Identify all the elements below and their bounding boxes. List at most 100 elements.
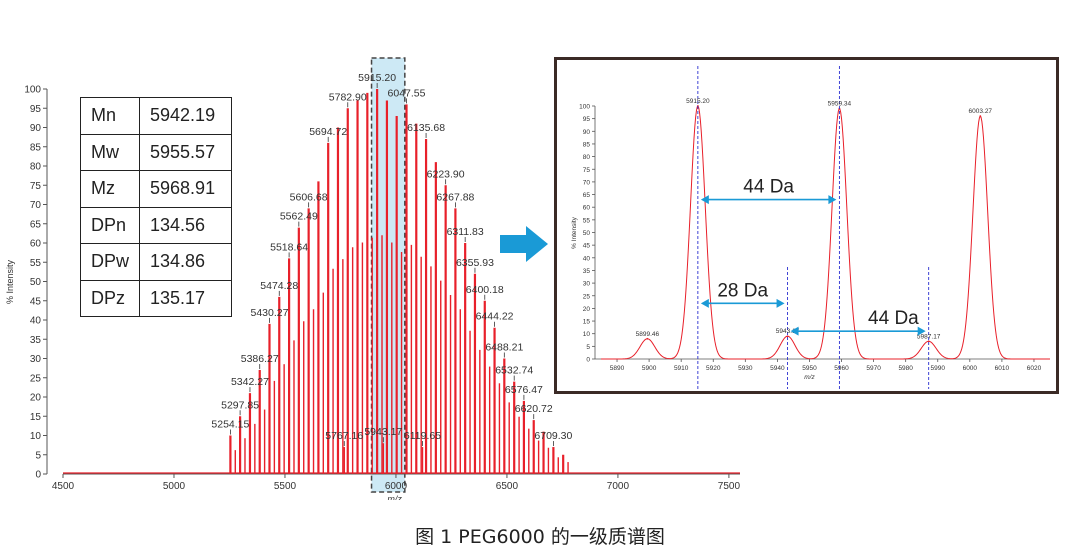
table-row: DPn 134.56 bbox=[79, 206, 233, 244]
y-tick-label: 90 bbox=[583, 129, 591, 136]
peak-label: 5915.20 bbox=[686, 98, 710, 105]
y-tick-label: 15 bbox=[583, 319, 591, 326]
peak-apex bbox=[979, 115, 982, 118]
table-row: DPw 134.86 bbox=[79, 243, 233, 281]
y-tick-label: 40 bbox=[583, 255, 591, 262]
table-row: Mw 5955.57 bbox=[79, 133, 233, 171]
y-tick-label: 80 bbox=[30, 162, 42, 173]
y-tick-label: 35 bbox=[583, 268, 591, 275]
peak-apex bbox=[927, 340, 930, 343]
y-tick-label: 90 bbox=[30, 123, 42, 134]
y-tick-label: 60 bbox=[583, 205, 591, 212]
table-key: DPn bbox=[79, 206, 141, 244]
x-tick-label: 7000 bbox=[607, 481, 630, 492]
y-tick-label: 5 bbox=[35, 450, 41, 461]
table-row: DPz 135.17 bbox=[79, 279, 233, 317]
peak-label: 6620.72 bbox=[515, 403, 553, 415]
y-tick-label: 30 bbox=[30, 354, 42, 365]
peak-label: 5767.16 bbox=[325, 430, 363, 442]
x-axis-label: m/z bbox=[804, 374, 815, 381]
figure-caption: 图 1 PEG6000 的一级质谱图 bbox=[415, 526, 665, 548]
peak-label: 6135.68 bbox=[407, 122, 445, 134]
peak-apex bbox=[646, 337, 649, 340]
table-key: DPz bbox=[79, 279, 141, 317]
x-tick-label: 6000 bbox=[385, 481, 408, 492]
peak-label: 5606.68 bbox=[290, 191, 328, 203]
y-tick-label: 10 bbox=[30, 431, 42, 442]
y-tick-label: 70 bbox=[30, 200, 42, 211]
y-tick-label: 55 bbox=[30, 258, 42, 269]
peak-label: 5562.49 bbox=[280, 211, 318, 223]
peak-label: 6003.27 bbox=[969, 108, 993, 115]
peak-label: 5943.17 bbox=[776, 328, 800, 335]
main-spectrum-chart: 0510152025303540455055606570758085909510… bbox=[5, 57, 741, 500]
spacing-annotation: 44 Da bbox=[868, 308, 919, 329]
table-row: Mz 5968.91 bbox=[79, 170, 233, 208]
y-tick-label: 25 bbox=[583, 293, 591, 300]
x-tick-label: 5990 bbox=[931, 365, 946, 372]
spacing-arrowhead bbox=[790, 326, 799, 336]
x-tick-label: 5910 bbox=[674, 365, 689, 372]
peak-label: 5915.20 bbox=[358, 72, 396, 84]
x-tick-label: 5920 bbox=[706, 365, 721, 372]
spacing-annotation: 44 Da bbox=[743, 177, 794, 198]
peak-label: 5474.28 bbox=[260, 280, 298, 292]
x-tick-label: 5000 bbox=[163, 481, 186, 492]
y-tick-label: 95 bbox=[583, 116, 591, 123]
x-tick-label: 5500 bbox=[274, 481, 297, 492]
peak-label: 6576.47 bbox=[505, 384, 543, 396]
spectrum-trace bbox=[601, 105, 1050, 360]
peak-label: 5518.64 bbox=[270, 241, 308, 253]
peak-apex bbox=[696, 105, 699, 107]
peak-label: 6532.74 bbox=[495, 365, 533, 377]
zoom-inset-chart: 0 5 10 15 20 25 30 35 40 45 50 55 60 65 70 75 80 85 90 95 10… bbox=[571, 66, 1050, 389]
y-tick-label: 30 bbox=[583, 281, 591, 288]
molecular-weight-table: Mn 5942.19 Mw 5955.57 Mz 5968.91 DPn 134.56 … bbox=[79, 97, 233, 317]
y-tick-label: 60 bbox=[30, 239, 42, 250]
spacing-arrowhead bbox=[917, 326, 926, 336]
table-value: 5955.57 bbox=[139, 133, 233, 171]
y-tick-label: 15 bbox=[30, 412, 42, 423]
y-tick-label: 5 bbox=[586, 344, 590, 351]
peak-label: 5987.17 bbox=[917, 333, 941, 340]
peak-label: 5694.72 bbox=[309, 126, 347, 138]
x-tick-label: 5980 bbox=[898, 365, 913, 372]
y-tick-label: 75 bbox=[30, 181, 42, 192]
y-tick-label: 35 bbox=[30, 335, 42, 346]
y-tick-label: 100 bbox=[579, 104, 590, 111]
y-tick-label: 70 bbox=[583, 179, 591, 186]
table-key: Mw bbox=[79, 133, 141, 171]
peak-label: 5342.27 bbox=[231, 376, 269, 388]
x-tick-label: 5960 bbox=[834, 365, 849, 372]
y-tick-label: 20 bbox=[583, 306, 591, 313]
peak-label: 6709.30 bbox=[534, 430, 572, 442]
x-tick-label: 4500 bbox=[52, 481, 75, 492]
spacing-arrowhead bbox=[828, 195, 837, 205]
y-axis-label: % Intensity bbox=[571, 216, 578, 249]
zoom-arrow-icon bbox=[500, 226, 548, 262]
y-tick-label: 85 bbox=[30, 142, 42, 153]
peak-label: 5943.17 bbox=[364, 426, 402, 438]
table-value: 135.17 bbox=[139, 279, 233, 317]
y-tick-label: 85 bbox=[583, 141, 591, 148]
y-tick-label: 75 bbox=[583, 167, 591, 174]
y-tick-label: 20 bbox=[30, 393, 42, 404]
peak-label: 6400.18 bbox=[466, 284, 504, 296]
table-value: 5942.19 bbox=[139, 97, 233, 135]
peak-label: 5430.27 bbox=[251, 307, 289, 319]
table-value: 134.56 bbox=[139, 206, 233, 244]
y-tick-label: 80 bbox=[583, 154, 591, 161]
x-tick-label: 6020 bbox=[1027, 365, 1042, 372]
table-key: Mz bbox=[79, 170, 141, 208]
y-tick-label: 65 bbox=[30, 219, 42, 230]
x-tick-label: 5930 bbox=[738, 365, 753, 372]
peak-label: 6119.65 bbox=[404, 430, 441, 442]
peak-label: 5959.34 bbox=[828, 101, 852, 108]
spacing-arrowhead bbox=[700, 298, 709, 308]
x-tick-label: 5940 bbox=[770, 365, 785, 372]
x-tick-label: 6010 bbox=[995, 365, 1010, 372]
x-tick-label: 7500 bbox=[718, 481, 741, 492]
x-tick-label: 5950 bbox=[802, 365, 817, 372]
spacing-arrowhead bbox=[700, 195, 709, 205]
y-tick-label: 10 bbox=[583, 331, 591, 338]
